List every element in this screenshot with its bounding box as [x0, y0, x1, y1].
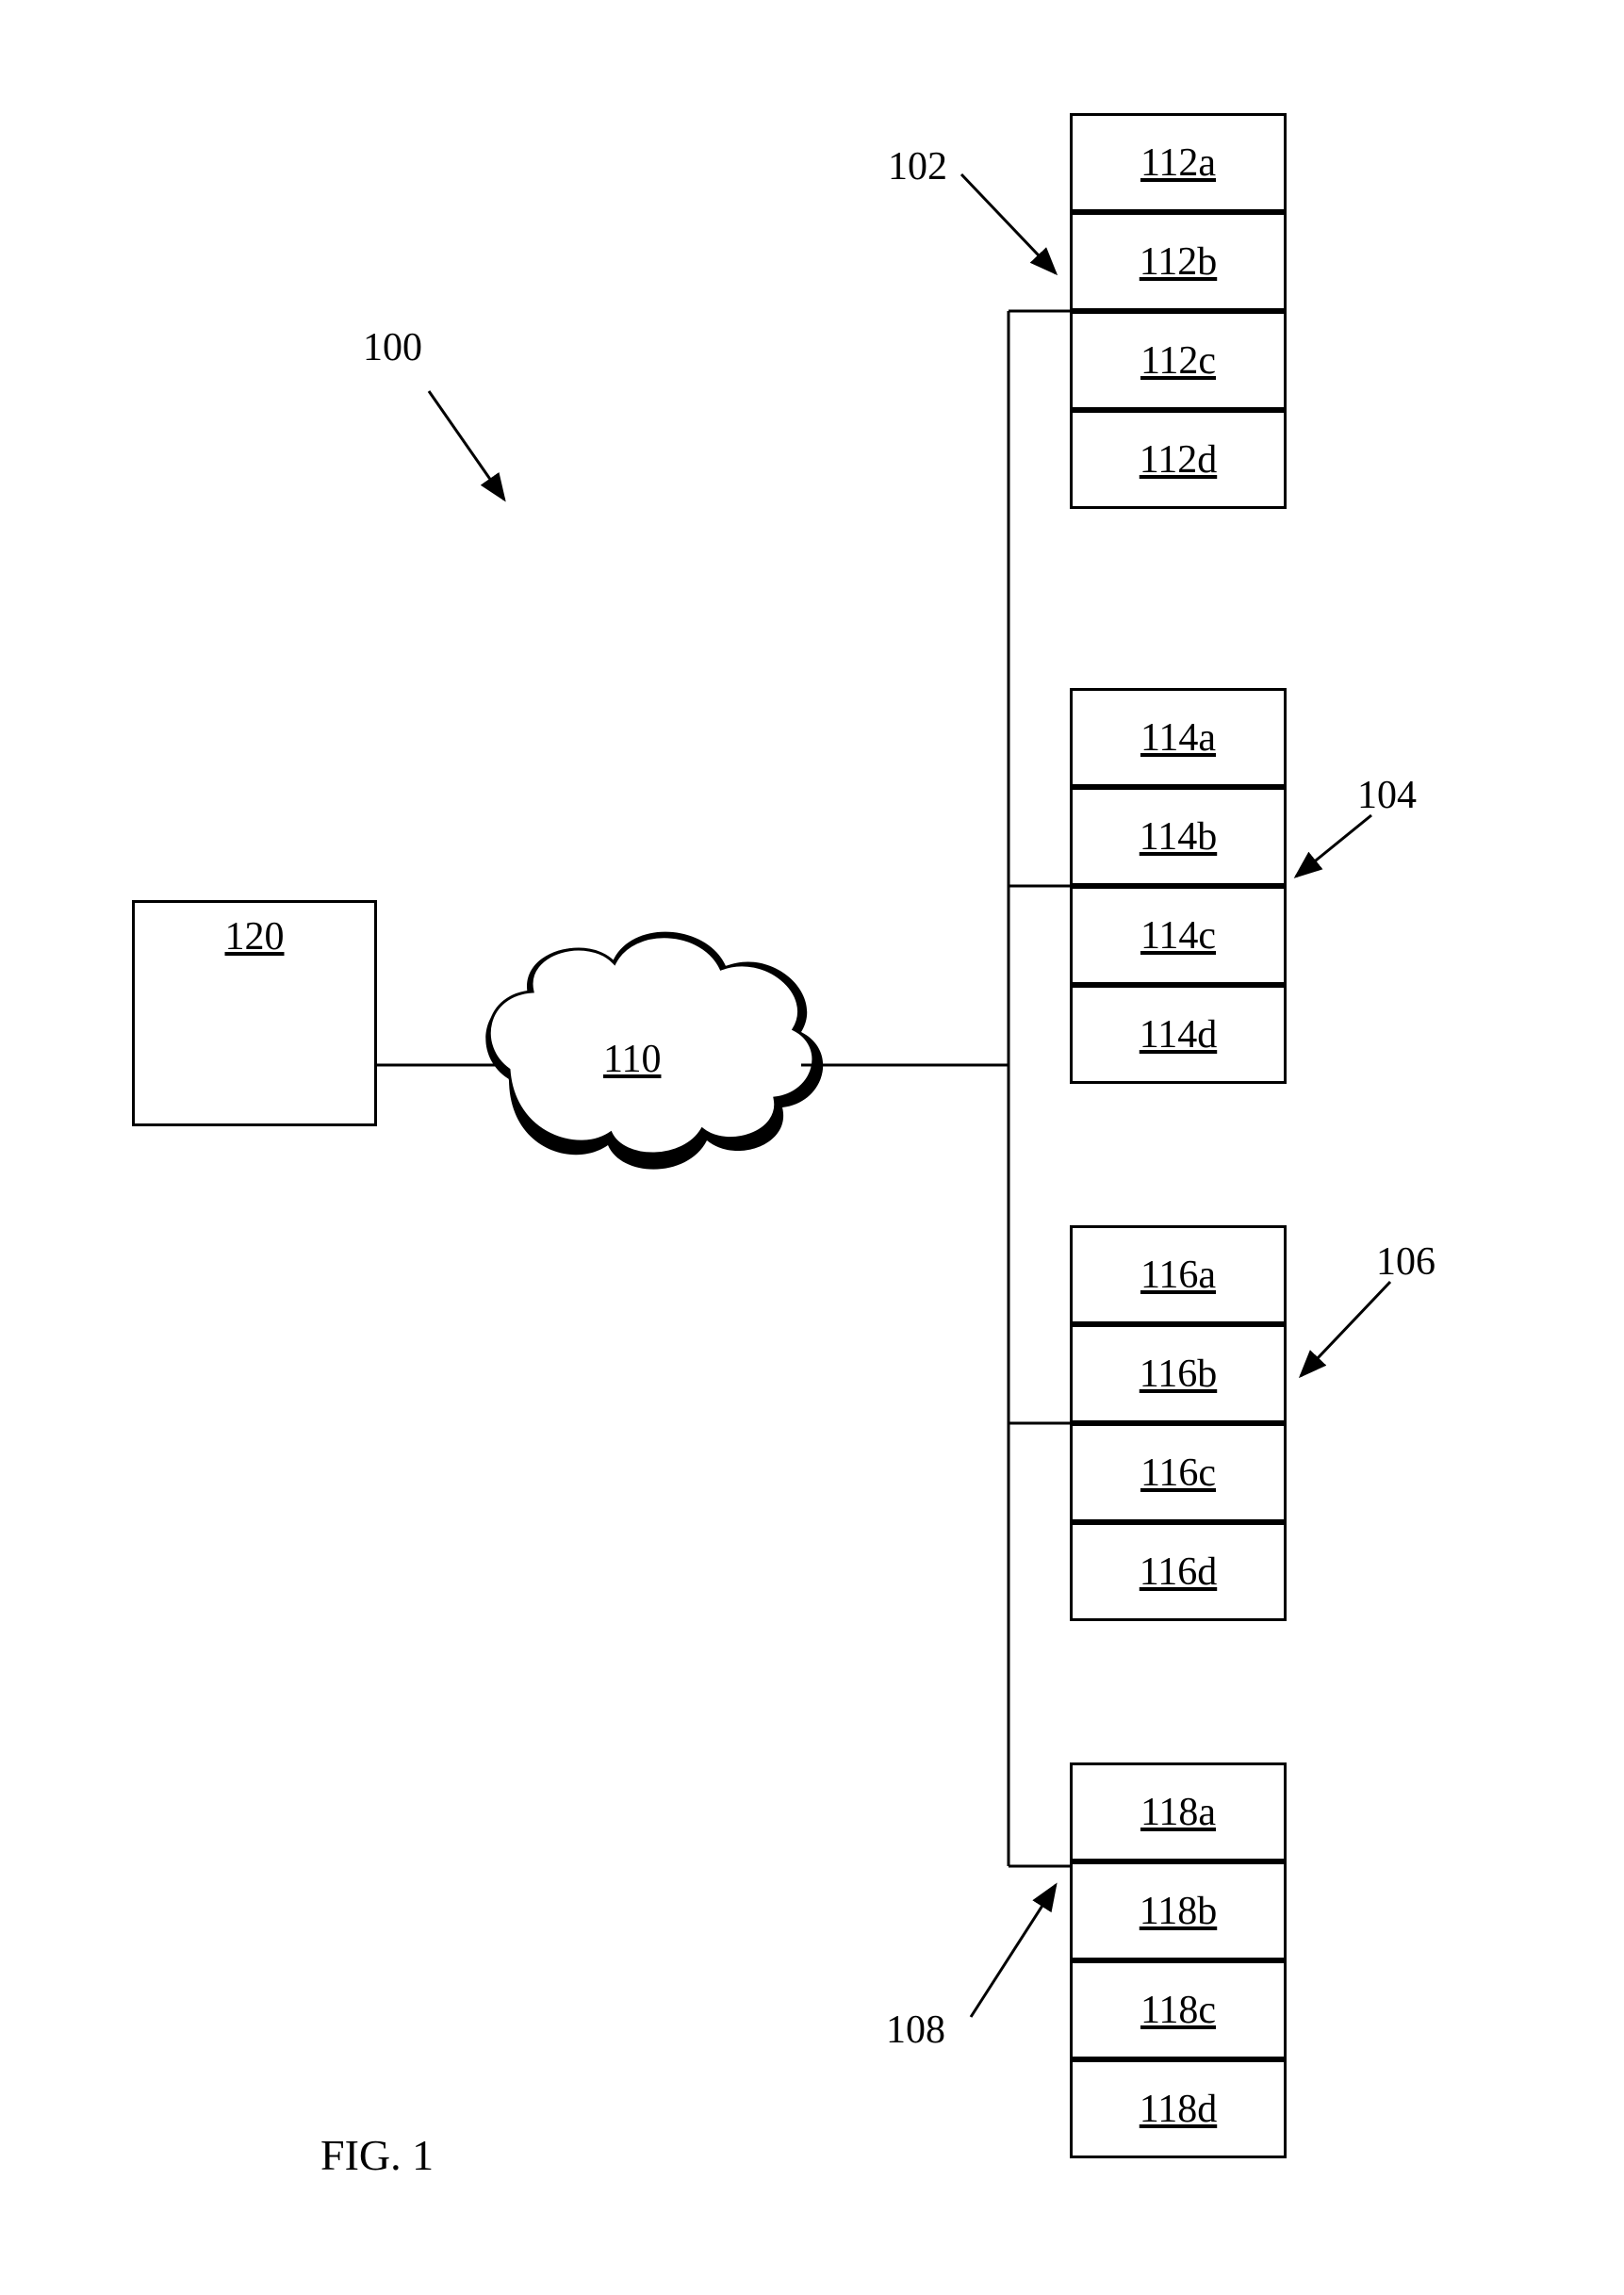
stack-cell: 118c — [1070, 1960, 1287, 2059]
stack-cell-label: 116b — [1140, 1352, 1217, 1397]
diagram-svg-overlay — [0, 0, 1624, 2295]
stack-cell-label: 118d — [1140, 2087, 1217, 2132]
stack-cell: 118d — [1070, 2059, 1287, 2158]
stack-cell: 114a — [1070, 688, 1287, 787]
ref-label-102: 102 — [888, 144, 947, 189]
stack-cell: 112a — [1070, 113, 1287, 212]
stack-cell-label: 118c — [1140, 1988, 1216, 2033]
ref-label-108: 108 — [886, 2008, 945, 2053]
stack-cell-label: 116d — [1140, 1549, 1217, 1595]
stack-cell-label: 112a — [1140, 140, 1216, 186]
stack-cell-label: 114a — [1140, 715, 1216, 761]
stack-cell: 112d — [1070, 410, 1287, 509]
stack-cell-label: 118b — [1140, 1889, 1217, 1934]
stack-cell: 116c — [1070, 1423, 1287, 1522]
stack-cell-label: 118a — [1140, 1790, 1216, 1835]
stack-cell-label: 112b — [1140, 239, 1217, 285]
stack-cell: 112c — [1070, 311, 1287, 410]
stack-cell: 118b — [1070, 1861, 1287, 1960]
figure-label: FIG. 1 — [320, 2130, 434, 2180]
box-120-label: 120 — [225, 914, 285, 959]
ref-label-100: 100 — [363, 325, 422, 370]
stack-cell: 116d — [1070, 1522, 1287, 1621]
stack-cell-label: 114d — [1140, 1012, 1217, 1057]
stack-cell-label: 114b — [1140, 814, 1217, 860]
stack-cell-label: 116a — [1140, 1253, 1216, 1298]
ref-label-104: 104 — [1357, 773, 1417, 818]
stack-cell: 118a — [1070, 1762, 1287, 1861]
stack-cell: 112b — [1070, 212, 1287, 311]
diagram-container: 120 110 100 102 104 106 108 FIG. 1 112a 1… — [0, 0, 1624, 2295]
ref-label-106: 106 — [1376, 1239, 1435, 1285]
stack-cell-label: 112c — [1140, 338, 1216, 384]
stack-cell: 114d — [1070, 985, 1287, 1084]
stack-cell-label: 112d — [1140, 437, 1217, 483]
stack-cell: 116a — [1070, 1225, 1287, 1324]
stack-cell: 116b — [1070, 1324, 1287, 1423]
box-120: 120 — [132, 900, 377, 1126]
stack-cell: 114c — [1070, 886, 1287, 985]
stack-cell: 114b — [1070, 787, 1287, 886]
stack-cell-label: 114c — [1140, 913, 1216, 959]
cloud-110-label: 110 — [603, 1037, 661, 1082]
stack-cell-label: 116c — [1140, 1451, 1216, 1496]
